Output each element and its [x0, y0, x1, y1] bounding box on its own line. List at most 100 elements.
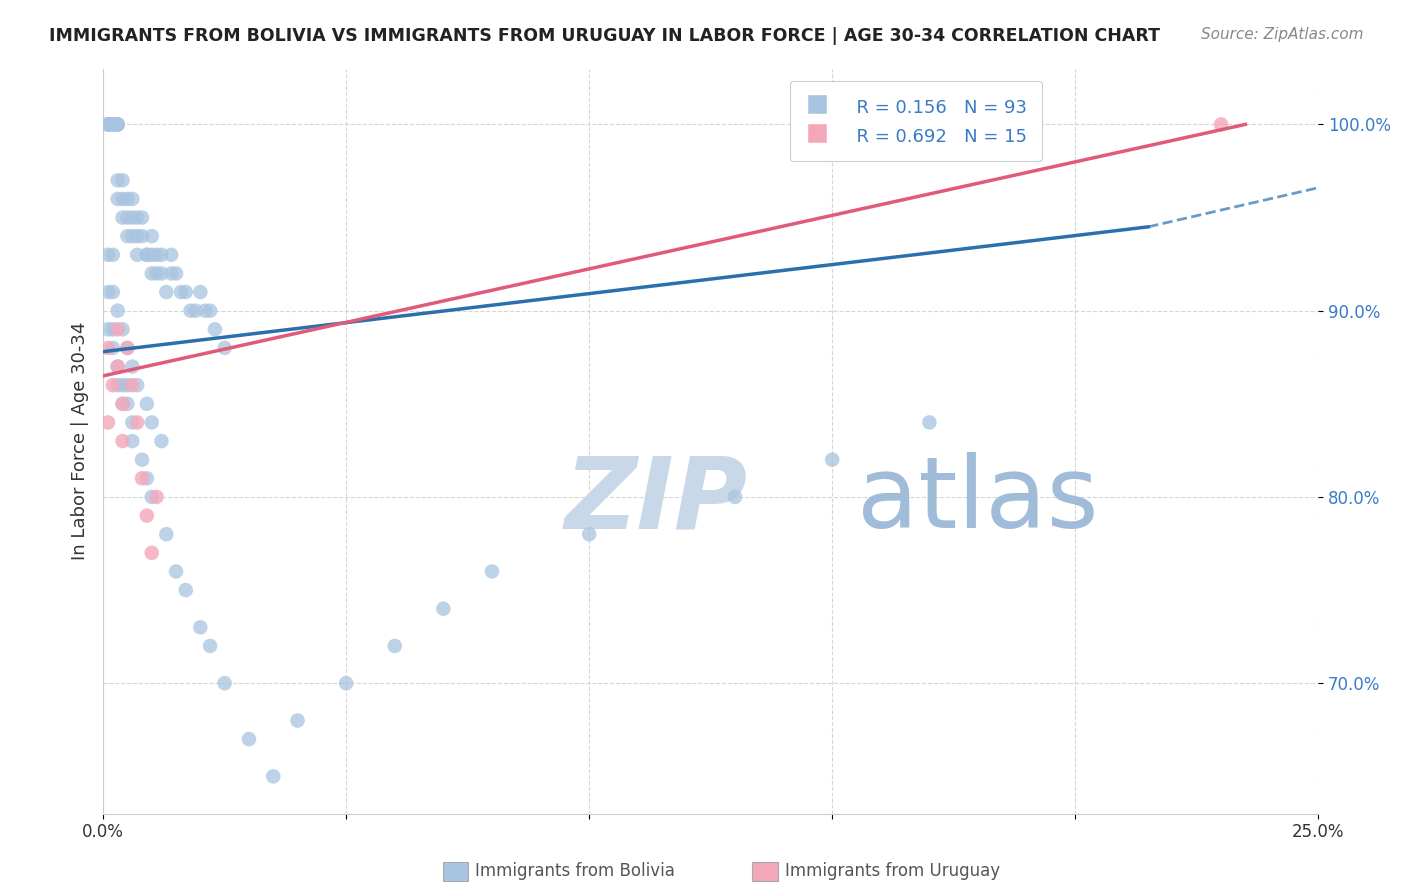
- Point: [97, 117, 120, 131]
- Point: [107, 117, 129, 131]
- Point: [111, 434, 134, 448]
- Point: [135, 508, 157, 523]
- Point: [131, 471, 153, 485]
- Point: [97, 285, 120, 299]
- Point: [117, 341, 139, 355]
- Point: [111, 322, 134, 336]
- Text: Immigrants from Bolivia: Immigrants from Bolivia: [475, 863, 675, 880]
- Point: [121, 378, 143, 392]
- Point: [121, 192, 143, 206]
- Point: [150, 434, 173, 448]
- Point: [121, 416, 143, 430]
- Point: [101, 117, 124, 131]
- Point: [384, 639, 406, 653]
- Point: [262, 769, 284, 783]
- Point: [188, 285, 211, 299]
- Point: [150, 248, 173, 262]
- Point: [432, 601, 454, 615]
- Point: [1209, 117, 1232, 131]
- Point: [131, 211, 153, 225]
- Point: [107, 117, 129, 131]
- Point: [111, 192, 134, 206]
- Point: [111, 173, 134, 187]
- Point: [111, 211, 134, 225]
- Point: [107, 322, 129, 336]
- Point: [141, 229, 163, 244]
- Point: [121, 434, 143, 448]
- Point: [174, 583, 197, 598]
- Point: [111, 397, 134, 411]
- Point: [481, 565, 503, 579]
- Point: [121, 359, 143, 374]
- Point: [101, 341, 124, 355]
- Point: [165, 565, 187, 579]
- Point: [578, 527, 600, 541]
- Point: [117, 192, 139, 206]
- Point: [97, 117, 120, 131]
- Point: [204, 322, 226, 336]
- Point: [198, 303, 221, 318]
- Point: [117, 211, 139, 225]
- Point: [141, 267, 163, 281]
- Point: [107, 303, 129, 318]
- Point: [101, 285, 124, 299]
- Point: [214, 341, 236, 355]
- Point: [918, 416, 941, 430]
- Point: [101, 117, 124, 131]
- Point: [107, 117, 129, 131]
- Text: ZIP: ZIP: [565, 452, 748, 549]
- Point: [127, 416, 149, 430]
- Point: [141, 546, 163, 560]
- Point: [214, 676, 236, 690]
- Point: [131, 229, 153, 244]
- Point: [141, 490, 163, 504]
- Point: [97, 117, 120, 131]
- Point: [150, 267, 173, 281]
- Point: [107, 359, 129, 374]
- Point: [101, 322, 124, 336]
- Point: [97, 117, 120, 131]
- Point: [127, 248, 149, 262]
- Point: [135, 471, 157, 485]
- Point: [101, 248, 124, 262]
- Point: [135, 397, 157, 411]
- Text: atlas: atlas: [856, 452, 1098, 549]
- Point: [287, 714, 309, 728]
- Point: [188, 620, 211, 634]
- Point: [198, 639, 221, 653]
- Point: [121, 229, 143, 244]
- Point: [107, 173, 129, 187]
- Point: [165, 267, 187, 281]
- Point: [107, 192, 129, 206]
- Point: [160, 248, 183, 262]
- Point: [127, 229, 149, 244]
- Point: [238, 732, 260, 747]
- Point: [107, 359, 129, 374]
- Point: [180, 303, 202, 318]
- Point: [141, 416, 163, 430]
- Text: IMMIGRANTS FROM BOLIVIA VS IMMIGRANTS FROM URUGUAY IN LABOR FORCE | AGE 30-34 CO: IMMIGRANTS FROM BOLIVIA VS IMMIGRANTS FR…: [49, 27, 1160, 45]
- Point: [170, 285, 193, 299]
- Point: [97, 248, 120, 262]
- Point: [97, 416, 120, 430]
- Point: [174, 285, 197, 299]
- Point: [135, 248, 157, 262]
- Point: [101, 117, 124, 131]
- Point: [117, 229, 139, 244]
- Point: [141, 248, 163, 262]
- Point: [184, 303, 207, 318]
- Point: [155, 527, 177, 541]
- Point: [821, 452, 844, 467]
- Point: [107, 378, 129, 392]
- Point: [97, 117, 120, 131]
- Point: [101, 117, 124, 131]
- Point: [127, 378, 149, 392]
- Point: [145, 490, 167, 504]
- Point: [155, 285, 177, 299]
- Point: [97, 341, 120, 355]
- Point: [101, 378, 124, 392]
- Point: [117, 397, 139, 411]
- Y-axis label: In Labor Force | Age 30-34: In Labor Force | Age 30-34: [72, 322, 89, 560]
- Text: Source: ZipAtlas.com: Source: ZipAtlas.com: [1201, 27, 1364, 42]
- Point: [111, 397, 134, 411]
